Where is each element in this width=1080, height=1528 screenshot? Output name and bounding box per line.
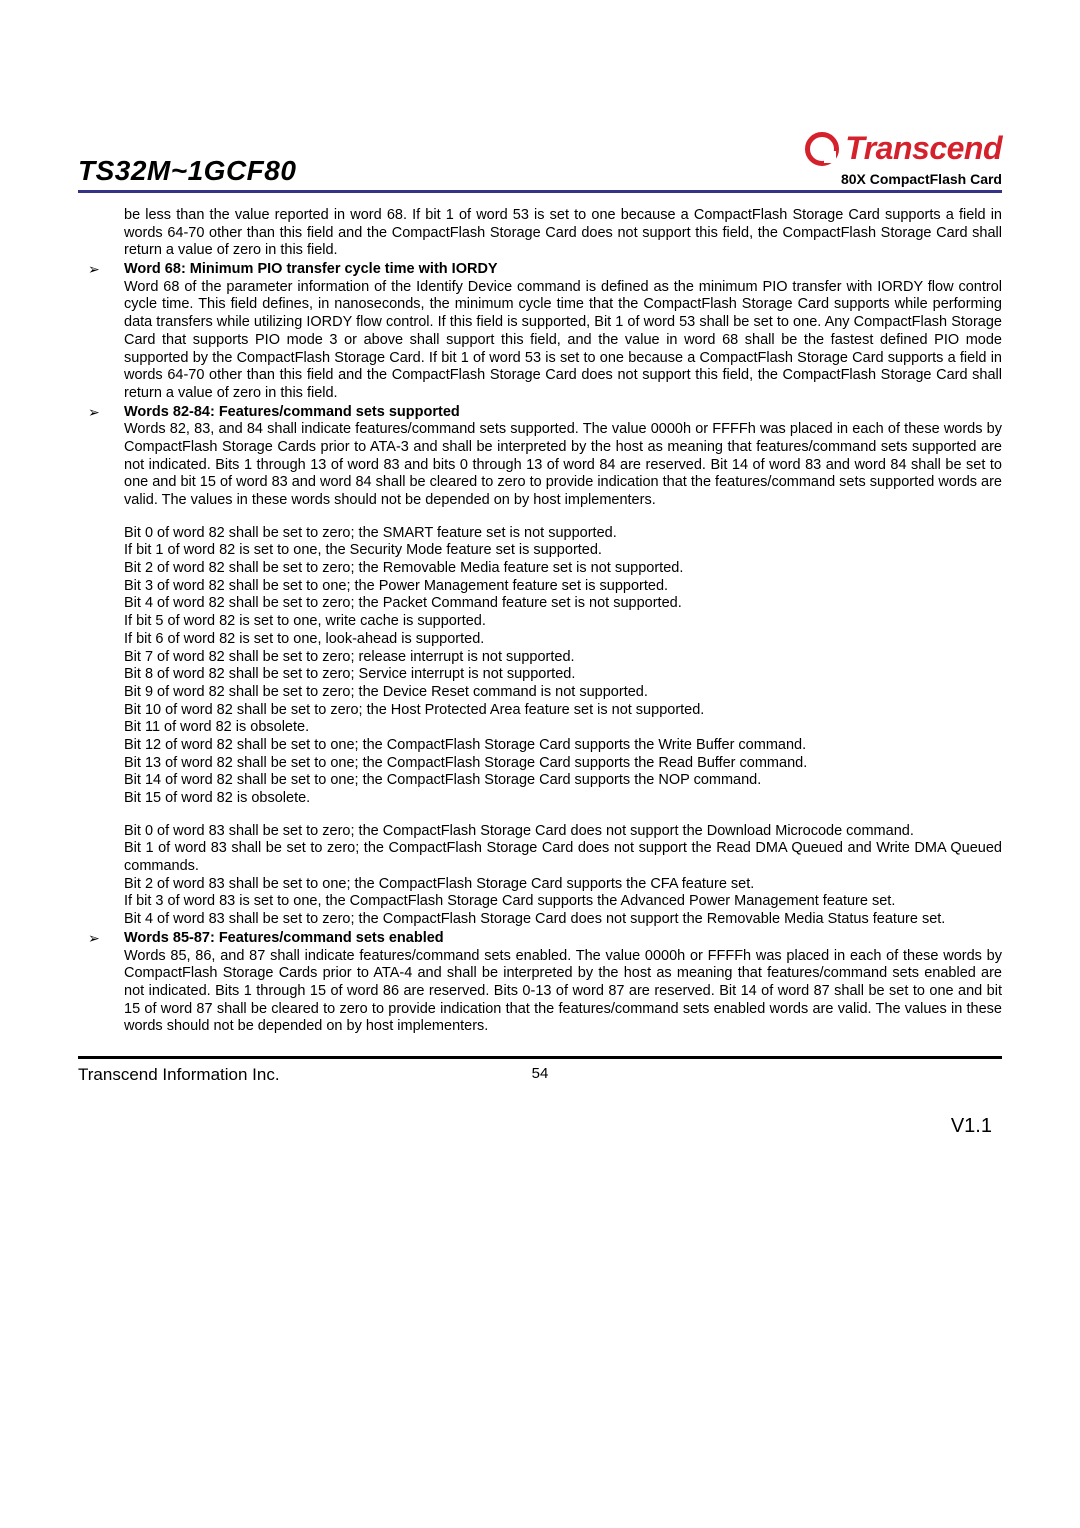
bit-line: Bit 7 of word 82 shall be set to zero; r… <box>124 649 1002 667</box>
bit-line: Bit 4 of word 83 shall be set to zero; t… <box>124 911 1002 929</box>
bit-line: Bit 0 of word 82 shall be set to zero; t… <box>124 525 1002 543</box>
footer-divider <box>78 1056 1002 1059</box>
section-heading-words85-87: ➢ Words 85-87: Features/command sets ena… <box>88 930 1002 948</box>
intro-continuation: be less than the value reported in word … <box>124 207 1002 260</box>
section-title: Words 85-87: Features/command sets enabl… <box>124 930 444 948</box>
brand-block: Transcend 80X CompactFlash Card <box>805 130 1002 187</box>
header-divider <box>78 190 1002 193</box>
section-title: Words 82-84: Features/command sets suppo… <box>124 404 460 422</box>
section-body-words82-84: Words 82, 83, and 84 shall indicate feat… <box>124 421 1002 509</box>
bits83-list: Bit 0 of word 83 shall be set to zero; t… <box>124 823 1002 929</box>
version-label: V1.1 <box>78 1115 1002 1138</box>
brand-logo-icon <box>805 132 839 166</box>
bit-line: Bit 9 of word 82 shall be set to zero; t… <box>124 684 1002 702</box>
bit-line: Bit 12 of word 82 shall be set to one; t… <box>124 737 1002 755</box>
brand-name: Transcend <box>845 130 1002 167</box>
bit-line: Bit 8 of word 82 shall be set to zero; S… <box>124 666 1002 684</box>
bullet-icon: ➢ <box>88 261 124 279</box>
section-body-word68: Word 68 of the parameter information of … <box>124 279 1002 403</box>
bit-line: Bit 10 of word 82 shall be set to zero; … <box>124 702 1002 720</box>
bullet-icon: ➢ <box>88 930 124 948</box>
section-body-words85-87: Words 85, 86, and 87 shall indicate feat… <box>124 948 1002 1036</box>
document-header: TS32M~1GCF80 Transcend 80X CompactFlash … <box>78 130 1002 187</box>
bit-line: Bit 15 of word 82 is obsolete. <box>124 790 1002 808</box>
product-subtitle: 80X CompactFlash Card <box>841 171 1002 187</box>
bit-line: If bit 6 of word 82 is set to one, look-… <box>124 631 1002 649</box>
bit-line: Bit 2 of word 82 shall be set to zero; t… <box>124 560 1002 578</box>
section-heading-words82-84: ➢ Words 82-84: Features/command sets sup… <box>88 404 1002 422</box>
bit-line: Bit 11 of word 82 is obsolete. <box>124 719 1002 737</box>
bit-line: If bit 5 of word 82 is set to one, write… <box>124 613 1002 631</box>
bit-line: Bit 2 of word 83 shall be set to one; th… <box>124 876 1002 894</box>
bit-line: If bit 3 of word 83 is set to one, the C… <box>124 893 1002 911</box>
bit-line: Bit 13 of word 82 shall be set to one; t… <box>124 755 1002 773</box>
bit-line: Bit 4 of word 82 shall be set to zero; t… <box>124 595 1002 613</box>
page-number: 54 <box>532 1065 549 1082</box>
footer-row: Transcend Information Inc. 54 <box>78 1065 1002 1085</box>
section-heading-word68: ➢ Word 68: Minimum PIO transfer cycle ti… <box>88 261 1002 279</box>
product-title: TS32M~1GCF80 <box>78 155 296 187</box>
section-title: Word 68: Minimum PIO transfer cycle time… <box>124 261 498 279</box>
bit-line: Bit 14 of word 82 shall be set to one; t… <box>124 772 1002 790</box>
bullet-icon: ➢ <box>88 404 124 422</box>
bit-line: Bit 3 of word 82 shall be set to one; th… <box>124 578 1002 596</box>
bit-line: Bit 0 of word 83 shall be set to zero; t… <box>124 823 1002 841</box>
bit-line: If bit 1 of word 82 is set to one, the S… <box>124 542 1002 560</box>
footer-company: Transcend Information Inc. <box>78 1065 280 1085</box>
bits82-list: Bit 0 of word 82 shall be set to zero; t… <box>124 525 1002 808</box>
bit-line: Bit 1 of word 83 shall be set to zero; t… <box>124 840 1002 875</box>
